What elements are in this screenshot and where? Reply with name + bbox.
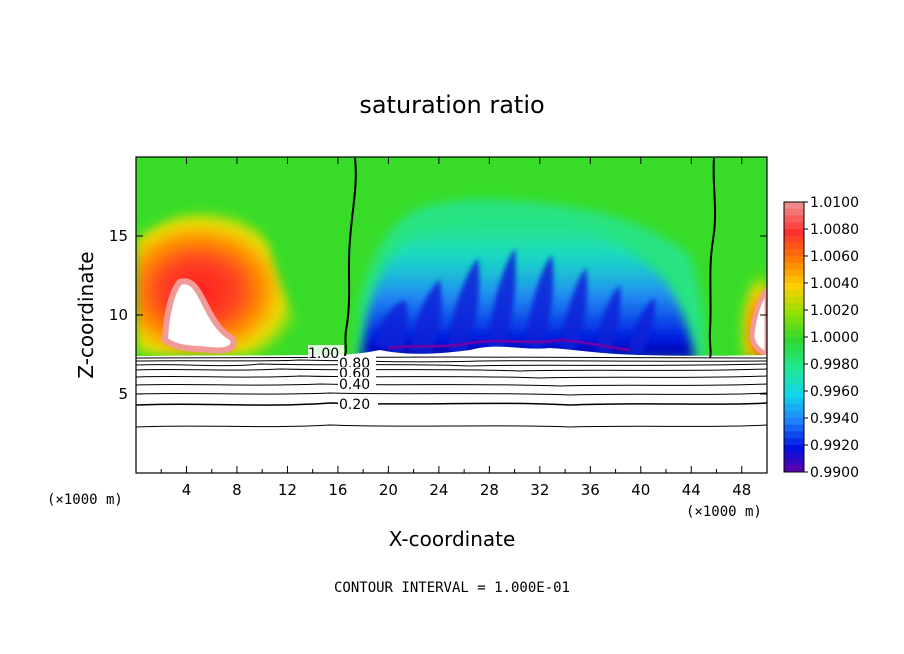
colorbar-swatch [784,418,804,426]
colorbar-label: 0.9920 [810,438,859,454]
x-axis-ticks: 4 8 12 16 20 24 28 32 36 40 44 48 [160,157,751,499]
x-unit-right: (×1000 m) [686,504,762,520]
x-tick-label: 48 [732,481,751,499]
colorbar-swatch [784,445,804,453]
contour-label-0-20: 0.20 [339,397,370,413]
colorbar-swatch [784,235,804,243]
x-axis-label: X-coordinate [389,527,516,551]
colorbar-swatch [784,249,804,257]
colorbar-swatch [784,242,804,250]
colorbar-swatch [784,215,804,223]
colorbar-swatch [784,397,804,405]
x-tick-label: 24 [429,481,448,499]
y-tick-label: 10 [109,306,128,324]
colorbar-label: 0.9900 [810,465,859,481]
colorbar-swatch [784,323,804,331]
colorbar-label: 1.0080 [810,222,859,238]
x-tick-label: 4 [182,481,192,499]
x-tick-label: 32 [530,481,549,499]
colorbar-swatch [784,431,804,439]
x-tick-label: 12 [278,481,297,499]
colorbar-swatch [784,377,804,385]
colorbar-swatch [784,451,804,459]
x-tick-label: 20 [379,481,398,499]
colorbar-swatch [784,316,804,324]
x-tick-label: 40 [631,481,650,499]
colorbar-swatch [784,357,804,365]
colorbar-swatch [784,411,804,419]
colorbar-swatch [784,384,804,392]
colorbar-label: 0.9960 [810,384,859,400]
field-lower-white-region [136,346,767,473]
colorbar-swatch [784,465,804,473]
colorbar-swatch [784,208,804,216]
colorbar-swatch [784,343,804,351]
colorbar-swatch [784,438,804,446]
saturation-field: 1.00 0.80 0.60 0.40 0.20 [136,157,767,473]
colorbar-swatch [784,276,804,284]
colorbar-swatch [784,337,804,345]
y-axis-ticks: 5 10 15 [109,227,767,403]
colorbar-label: 1.0000 [810,330,859,346]
field-blue-streaks [375,248,656,356]
colorbar-swatch [784,458,804,466]
colorbar-label: 1.0020 [810,303,859,319]
colorbar-label: 1.0040 [810,276,859,292]
colorbar-swatch [784,229,804,237]
x-tick-label: 8 [232,481,242,499]
colorbar-label: 0.9940 [810,411,859,427]
colorbar-swatch [784,202,804,210]
x-tick-label: 44 [682,481,701,499]
colorbar-swatch [784,222,804,230]
colorbar-swatch [784,256,804,264]
colorbar-swatch [784,364,804,372]
colorbar-swatch [784,391,804,399]
colorbar-swatch [784,283,804,291]
x-tick-label: 16 [328,481,347,499]
colorbar-swatch [784,424,804,432]
colorbar-swatch [784,269,804,277]
contour-label-0-40: 0.40 [339,377,370,393]
colorbar-label: 1.0060 [810,249,859,265]
colorbar-swatch [784,296,804,304]
colorbar-swatch [784,370,804,378]
colorbar-swatch [784,350,804,358]
colorbar: 1.0100 1.0080 1.0060 1.0040 1.0020 1.0000 0.99… [783,195,859,481]
x-unit-left: (×1000 m) [47,492,123,508]
contour-interval-note: CONTOUR INTERVAL = 1.000E-01 [334,580,570,596]
y-axis-label: Z-coordinate [74,251,98,378]
colorbar-label: 0.9980 [810,357,859,373]
contour-lines [136,157,767,428]
colorbar-swatch [784,262,804,270]
colorbar-swatch [784,310,804,318]
colorbar-swatch [784,330,804,338]
y-tick-label: 15 [109,227,128,245]
x-tick-label: 28 [480,481,499,499]
colorbar-swatch [784,303,804,311]
chart-title: saturation ratio [359,91,544,119]
field-purple-edge [387,338,631,352]
contour-label-1-00: 1.00 [308,346,339,362]
y-tick-label: 5 [118,385,128,403]
colorbar-swatch [784,289,804,297]
contour-labels: 1.00 0.80 0.60 0.40 0.20 [308,345,378,413]
field-right-white-region [749,286,767,357]
field-left-white-region [161,278,237,354]
x-tick-label: 36 [581,481,600,499]
colorbar-swatch [784,404,804,412]
colorbar-label: 1.0100 [810,195,859,211]
